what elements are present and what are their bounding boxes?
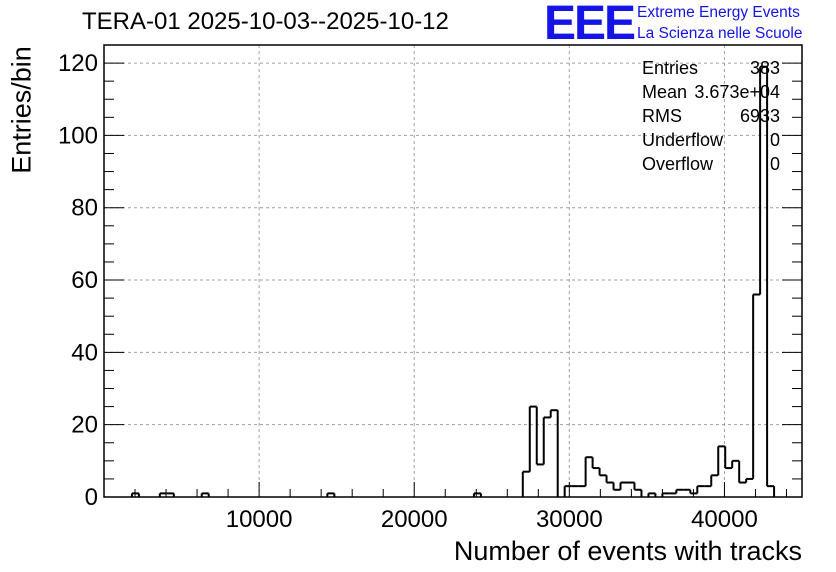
y-tick-label: 100 xyxy=(58,122,98,149)
histogram-bin xyxy=(696,485,705,494)
y-axis-label: Entries/bin xyxy=(6,46,37,174)
y-tick-label: 60 xyxy=(71,267,98,294)
y-tick-label: 0 xyxy=(85,484,98,511)
x-tick-label: 40000 xyxy=(691,506,758,533)
stat-value: 0 xyxy=(769,130,780,150)
histogram-bin xyxy=(619,481,628,490)
histogram-bin xyxy=(724,446,733,470)
x-tick-label: 20000 xyxy=(381,506,448,533)
histogram-bin xyxy=(598,468,607,477)
y-tick-label: 80 xyxy=(71,195,98,222)
stat-underflow: Underflow 0 xyxy=(642,130,782,154)
histogram-bin xyxy=(738,460,747,484)
logo-line-2: La Scienza nelle Scuole xyxy=(637,25,803,42)
stat-value: 383 xyxy=(749,58,780,78)
stat-label: Mean xyxy=(642,82,688,102)
stat-mean: Mean 3.673e+04 xyxy=(642,82,782,106)
histogram-bin xyxy=(731,459,740,469)
stat-label: Underflow xyxy=(642,130,724,150)
histogram-bin xyxy=(528,405,537,472)
chart-title: TERA-01 2025-10-03--2025-10-12 xyxy=(82,8,449,35)
x-tick-label: 10000 xyxy=(226,506,293,533)
x-tick-label: 30000 xyxy=(536,506,603,533)
stat-entries: Entries 383 xyxy=(642,58,782,82)
histogram-bin xyxy=(584,456,593,487)
tick-labels: 10000 20000 30000 40000 0 20 40 60 80 100 120 xyxy=(58,50,758,533)
y-tick-label: 120 xyxy=(58,50,98,77)
x-axis-label: Number of events with tracks xyxy=(453,536,802,566)
histogram-bin xyxy=(535,406,544,466)
stat-label: Entries xyxy=(642,58,699,78)
histogram-bin xyxy=(549,409,558,418)
histogram-bin xyxy=(563,485,572,497)
histogram-bin xyxy=(605,475,614,484)
histogram-bin xyxy=(752,293,761,479)
grid xyxy=(104,45,802,497)
y-tick-label: 40 xyxy=(71,339,98,366)
histogram-bin xyxy=(612,482,621,491)
histogram-bin xyxy=(675,488,684,494)
histogram-bin xyxy=(759,65,768,295)
histogram-bin xyxy=(591,457,600,470)
stat-value: 0 xyxy=(769,154,780,174)
stat-overflow: Overflow 0 xyxy=(642,154,782,178)
histogram-bin xyxy=(710,474,719,487)
stat-label: RMS xyxy=(642,106,682,126)
plot-frame xyxy=(103,44,803,498)
histogram-bin xyxy=(542,416,551,465)
stat-value: 6933 xyxy=(739,106,780,126)
stat-label: Overflow xyxy=(642,154,714,174)
histogram-bin xyxy=(766,66,776,497)
stat-rms: RMS 6933 xyxy=(642,106,782,130)
histogram-bin xyxy=(745,477,754,483)
histogram-bin xyxy=(633,482,643,497)
eee-logo: EEE xyxy=(544,0,636,50)
histogram-bin xyxy=(717,445,726,476)
histogram-bin xyxy=(521,470,530,497)
axis-ticks xyxy=(103,44,802,498)
stat-value: 3.673e+04 xyxy=(694,82,780,102)
stats-box: Entries 383 Mean 3.673e+04 RMS 6933 Unde… xyxy=(642,58,782,178)
logo-line-1: Extreme Energy Events xyxy=(637,4,800,21)
y-tick-label: 20 xyxy=(71,412,98,439)
